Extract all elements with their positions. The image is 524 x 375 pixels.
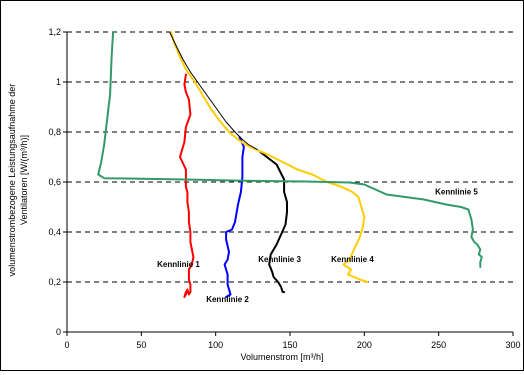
y-tick-label: 0,6 (48, 177, 61, 187)
series-line-3 (259, 151, 288, 293)
series-label-5: Kennlinie 5 (435, 188, 478, 197)
series-label-3: Kennlinie 3 (258, 255, 301, 264)
y-tick-label: 1,2 (48, 27, 61, 37)
x-tick-label: 50 (136, 340, 146, 350)
series-line-5 (97, 31, 483, 268)
x-tick-label: 0 (64, 340, 69, 350)
x-tick-label: 250 (431, 340, 446, 350)
series-label-1: Kennlinie 1 (157, 260, 200, 269)
y-tick-label: 0,8 (48, 127, 61, 137)
y-axis-label-line-2: Ventilatoren [W/(m³/h)] (19, 135, 29, 225)
series-line-1 (179, 73, 195, 298)
y-tick-label: 0,4 (48, 227, 61, 237)
x-tick-label: 300 (505, 340, 520, 350)
x-axis-label: Volumenstrom [m³/h] (240, 352, 323, 362)
series-line-2 (223, 136, 245, 298)
series-label-4: Kennlinie 4 (331, 255, 374, 264)
y-tick-label: 0 (56, 327, 61, 337)
x-tick-label: 200 (357, 340, 372, 350)
series-line-4 (170, 31, 369, 283)
y-tick-label: 1 (56, 77, 61, 87)
y-axis-label-line-1: volumenstrombezogene Leistungsaufnahme d… (7, 84, 17, 277)
series-label-2: Kennlinie 2 (206, 295, 249, 304)
series-line-6 (169, 31, 258, 150)
x-tick-label: 150 (282, 340, 297, 350)
y-tick-label: 0,2 (48, 277, 61, 287)
x-tick-label: 100 (208, 340, 223, 350)
